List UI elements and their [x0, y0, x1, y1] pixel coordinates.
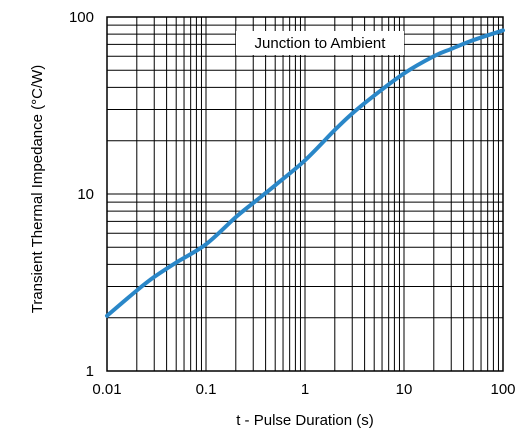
x-tick-label: 100	[490, 381, 515, 398]
plot-frame	[106, 16, 504, 372]
x-tick-label: 0.01	[92, 381, 121, 398]
x-tick-label: 0.1	[196, 381, 217, 398]
annotation-label: Junction to Ambient	[255, 35, 387, 52]
series-line	[105, 28, 505, 318]
y-tick-label: 10	[77, 186, 94, 203]
x-tick-label: 10	[396, 381, 413, 398]
grid	[107, 17, 503, 371]
series-group	[105, 28, 505, 318]
y-axis-label: Transient Thermal Impedance (°C/W)	[29, 65, 46, 314]
x-tick-label: 1	[301, 381, 309, 398]
y-tick-label: 100	[69, 9, 94, 26]
annotation-box: Junction to Ambient	[236, 31, 404, 55]
y-tick-labels: 1 10 100	[69, 9, 94, 380]
x-axis-label: t - Pulse Duration (s)	[236, 412, 374, 429]
x-tick-labels: 0.01 0.1 1 10 100	[92, 381, 515, 398]
y-tick-label: 1	[86, 363, 94, 380]
